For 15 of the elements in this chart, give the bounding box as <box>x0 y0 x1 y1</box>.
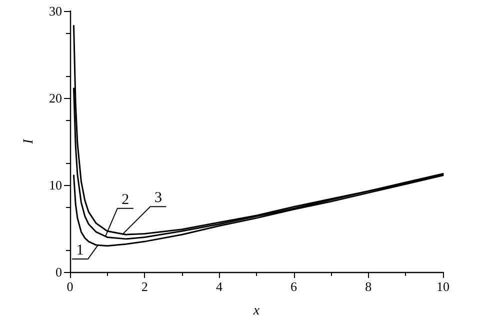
y-tick-label: 30 <box>49 4 62 18</box>
y-tick-label: 20 <box>49 90 62 106</box>
annotation: 1 <box>76 242 84 259</box>
x-axis-title: x <box>252 304 260 318</box>
y-tick-label: 0 <box>56 264 62 280</box>
x-tick-label: 6 <box>290 279 298 294</box>
x-tick-label: 10 <box>436 279 450 294</box>
x-tick-label: 2 <box>141 279 148 294</box>
annotation: 3 <box>154 190 162 206</box>
x-tick-label: 4 <box>216 279 223 294</box>
x-tick-label: 0 <box>66 279 74 294</box>
y-tick-label: 10 <box>49 178 62 192</box>
x-tick-label: 8 <box>365 279 372 294</box>
y-axis-title: I <box>22 138 36 145</box>
annotation: 2 <box>122 192 130 208</box>
